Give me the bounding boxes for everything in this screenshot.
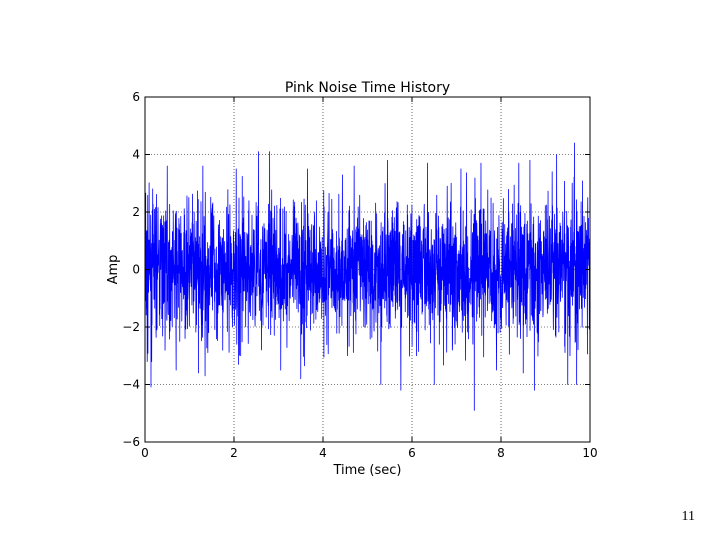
y-tick-label: 0: [132, 263, 140, 277]
tick-labels: 0 2 4 6 8 10 −6 −4 −2 0 2 4 6: [122, 90, 597, 460]
y-tick-label: −6: [122, 435, 140, 449]
x-tick-label: 4: [319, 446, 327, 460]
y-tick-label: 6: [132, 90, 140, 104]
chart-title: Pink Noise Time History: [285, 80, 450, 96]
y-tick-label: −2: [122, 320, 140, 334]
y-tick-label: −4: [122, 378, 140, 392]
tick-marks: [144, 96, 591, 443]
y-tick-label: 2: [132, 205, 140, 219]
x-tick-label: 0: [141, 446, 149, 460]
page-number: 11: [681, 509, 695, 524]
x-tick-label: 2: [230, 446, 238, 460]
y-axis-label: Amp: [106, 255, 121, 285]
x-axis-label: Time (sec): [332, 463, 401, 478]
series-layer: [144, 142, 591, 411]
x-tick-label: 10: [582, 446, 597, 460]
series-line: [144, 142, 591, 411]
x-tick-label: 6: [408, 446, 416, 460]
y-tick-label: 4: [132, 148, 140, 162]
x-tick-label: 8: [497, 446, 505, 460]
